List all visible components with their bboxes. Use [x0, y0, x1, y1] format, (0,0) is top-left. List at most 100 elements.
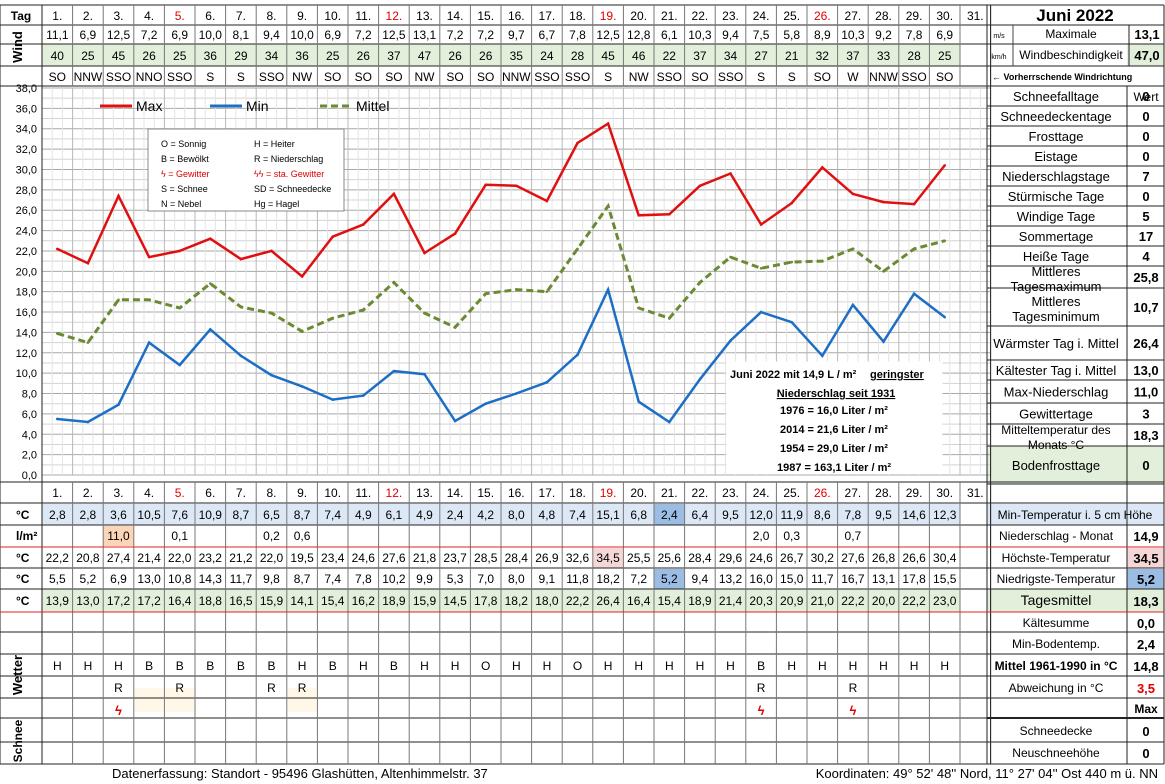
- stat-windige-tage-label: Windige Tage: [1017, 209, 1096, 224]
- wind-direction-cell: NW: [292, 70, 313, 84]
- wind-gust-cell: 27: [754, 49, 768, 63]
- mean-cell: 15,9: [260, 594, 284, 608]
- min-cell: 5,3: [447, 572, 464, 586]
- min-cell: 14,3: [199, 572, 223, 586]
- stat-mittleres-tagesminimum-label: Mittleres Tagesminimum: [1012, 294, 1099, 324]
- mean-cell: 18,0: [535, 594, 559, 608]
- max-temp-value: 34,5: [1133, 551, 1158, 566]
- wind-direction-cell: SO: [936, 70, 953, 84]
- day-header: 23.: [722, 9, 739, 23]
- mean-cell: 14,1: [290, 594, 314, 608]
- weather-code-cell: H: [604, 659, 613, 673]
- data-point-max: [239, 257, 243, 261]
- data-point-mittel: [178, 306, 181, 310]
- soil-cell: 2,4: [661, 508, 678, 522]
- wind-speed-cell: 7,2: [447, 28, 464, 42]
- stat-bodenfrosttage-label: Bodenfrosttage: [1012, 458, 1100, 473]
- wind-direction-cell: SO: [49, 70, 66, 84]
- max-cell: 26,8: [872, 551, 896, 565]
- wind-direction-cell: SO: [814, 70, 831, 84]
- precip-cell: 2,0: [753, 529, 770, 543]
- stat-sommertage-label: Sommertage: [1019, 229, 1093, 244]
- y-tick-label: 30,0: [16, 164, 37, 176]
- stat-schneefalltage-label: Schneefalltage: [1013, 89, 1099, 104]
- thunder-icon: ϟ: [115, 703, 122, 718]
- data-point-max: [147, 255, 151, 259]
- wind-direction-cell: NNW: [869, 70, 898, 84]
- wind-gust-cell: 26: [357, 49, 371, 63]
- min-cell: 13,1: [872, 572, 896, 586]
- wind-gust-cell: 22: [663, 49, 677, 63]
- mean-cell: 20,9: [780, 594, 804, 608]
- soil-cell: 8,7: [233, 508, 250, 522]
- wind-speed-cell: 7,8: [906, 28, 923, 42]
- precip-month-value: 14,9: [1133, 529, 1158, 544]
- day-header: 18.: [569, 9, 586, 23]
- wind-gust-cell: 33: [877, 49, 891, 63]
- min-cell: 9,8: [263, 572, 280, 586]
- wind-gust-cell: 45: [112, 49, 126, 63]
- wind-speed-cell: 12,8: [627, 28, 651, 42]
- annotation-text: 2014 = 21,6 Liter / m²: [780, 424, 888, 436]
- data-point-max: [300, 275, 304, 278]
- max-cell: 34,5: [596, 551, 620, 565]
- cell-fill: [654, 504, 685, 525]
- max-cell: 25,6: [658, 551, 682, 565]
- min-temp-label: Niedrigste-Temperatur: [997, 572, 1116, 586]
- y-tick-label: 26,0: [16, 205, 37, 217]
- min-cell: 7,8: [355, 572, 372, 586]
- wind-direction-cell: S: [757, 70, 765, 84]
- wind-gust-cell: 36: [295, 49, 309, 63]
- soil-cell: 7,6: [171, 508, 188, 522]
- day-header: 30.: [936, 9, 953, 23]
- soil-cell: 7,4: [324, 508, 341, 522]
- day-header: 21.: [661, 9, 678, 23]
- soil-cell: 4,9: [416, 508, 433, 522]
- wind-gust-cell: 29: [234, 49, 248, 63]
- weather-code-cell: H: [359, 659, 368, 673]
- cell-fill: [1127, 569, 1164, 589]
- weather-code-cell: H: [940, 659, 949, 673]
- min-cell: 5,2: [661, 572, 678, 586]
- day-footer: 25.: [783, 486, 800, 500]
- soil-cell: 3,6: [110, 508, 127, 522]
- wind-gust-cell: 28: [907, 49, 921, 63]
- soil-cell: 7,8: [845, 508, 862, 522]
- data-point-max: [943, 164, 946, 167]
- day-footer: 9.: [297, 486, 307, 500]
- wind-speed-cell: 13,1: [413, 28, 437, 42]
- min-temp-value: 5,2: [1137, 572, 1155, 587]
- symbol-legend-entry: SD = Schneedecke: [254, 184, 331, 194]
- data-point-mittel: [453, 326, 457, 329]
- wind-direction-cell: NNO: [136, 70, 163, 84]
- wind-gust-cell: 46: [632, 49, 646, 63]
- day-header: 10.: [324, 9, 341, 23]
- day-footer: 13.: [416, 486, 433, 500]
- wind-gust-cell: 36: [204, 49, 218, 63]
- stat-heiße-tage-value: 4: [1142, 249, 1150, 264]
- stat-label-line: Mitteltemperatur des: [1001, 423, 1110, 437]
- mean-cell: 17,2: [107, 594, 131, 608]
- day-header: 24.: [753, 9, 770, 23]
- wind-gust-cell: 25: [81, 49, 95, 63]
- y-tick-label: 14,0: [16, 327, 37, 339]
- mean-cell: 22,2: [566, 594, 590, 608]
- wind-direction-cell: W: [847, 70, 859, 84]
- symbol-legend-entry: Hg = Hagel: [254, 199, 299, 209]
- mean-cell: 13,0: [76, 594, 100, 608]
- wind-direction-cell: SO: [324, 70, 341, 84]
- data-point-mittel: [362, 308, 365, 312]
- data-point-mittel: [515, 288, 518, 291]
- weather-code-cell: H: [696, 659, 705, 673]
- weather-code-cell: H: [726, 659, 735, 673]
- min-cell: 18,2: [596, 572, 620, 586]
- stat-max-niederschlag-label: Max-Niederschlag: [1004, 385, 1109, 400]
- precip-cell: 0,2: [263, 529, 280, 543]
- wind-gust-cell: 34: [724, 49, 738, 63]
- neuschnee-label: Neuschneehöhe: [1012, 746, 1100, 760]
- min-bodentemp-value: 2,4: [1137, 637, 1156, 652]
- mean-cell: 18,8: [199, 594, 223, 608]
- mean-label: Tagesmittel: [1021, 592, 1092, 608]
- series-line-min: [57, 285, 946, 424]
- wind-direction-cell: SSO: [901, 70, 926, 84]
